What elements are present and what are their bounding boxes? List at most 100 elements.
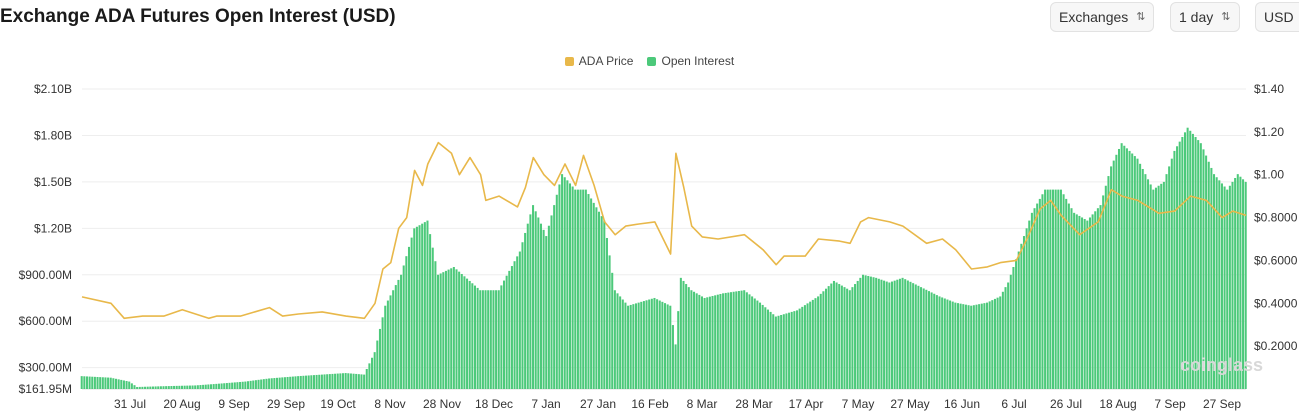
open-interest-bar xyxy=(1181,136,1184,389)
open-interest-bar xyxy=(774,316,777,389)
open-interest-bar xyxy=(949,300,952,389)
legend-label-price: ADA Price xyxy=(578,54,634,68)
open-interest-bar xyxy=(402,265,405,389)
x-axis-tick-label: 8 Mar xyxy=(687,397,718,411)
open-interest-bar xyxy=(719,293,722,389)
open-interest-bar xyxy=(664,303,667,389)
open-interest-bar xyxy=(120,379,123,389)
open-interest-bar xyxy=(996,297,999,389)
open-interest-bar xyxy=(759,302,762,389)
open-interest-bar xyxy=(500,285,503,389)
open-interest-bar xyxy=(426,220,429,389)
open-interest-bar xyxy=(906,280,909,389)
open-interest-bar xyxy=(384,305,387,389)
open-interest-bar xyxy=(695,293,698,389)
legend-label-open-interest: Open Interest xyxy=(661,54,735,68)
right-axis-labels: $0.2000 $0.4000 $0.6000 $0.8000 $1.00 $1.20 $1… xyxy=(1254,82,1298,353)
open-interest-bar xyxy=(505,275,508,389)
open-interest-bar xyxy=(1176,146,1179,389)
open-interest-bar xyxy=(1242,179,1245,389)
open-interest-bar xyxy=(112,378,115,389)
open-interest-bar xyxy=(1086,220,1089,389)
open-interest-bar xyxy=(537,217,540,389)
open-interest-bar xyxy=(590,198,593,389)
currency-select[interactable]: USD xyxy=(1255,2,1299,32)
open-interest-bar xyxy=(1033,208,1036,389)
open-interest-bar xyxy=(315,374,318,389)
open-interest-bar xyxy=(708,296,711,389)
open-interest-bar xyxy=(685,284,688,389)
open-interest-bar xyxy=(223,383,226,389)
open-interest-bar xyxy=(254,380,257,389)
open-interest-bar xyxy=(1125,148,1128,389)
open-interest-bar xyxy=(371,357,374,389)
open-interest-bar xyxy=(1157,185,1160,389)
open-interest-bar xyxy=(753,298,756,389)
open-interest-bar xyxy=(276,377,279,389)
right-axis-tick-label: $0.4000 xyxy=(1254,296,1298,310)
x-axis-tick-label: 26 Jul xyxy=(1050,397,1082,411)
open-interest-bar xyxy=(1107,176,1110,389)
open-interest-bar xyxy=(785,313,788,389)
legend-item-price[interactable]: ADA Price xyxy=(564,54,634,68)
open-interest-bar xyxy=(563,177,566,389)
interval-select-label: 1 day xyxy=(1179,9,1214,25)
open-interest-bar xyxy=(1044,189,1047,389)
open-interest-bar xyxy=(1141,168,1144,389)
open-interest-bar xyxy=(875,277,878,389)
open-interest-bar xyxy=(307,375,310,389)
open-interest-bar xyxy=(780,315,783,389)
open-interest-bar xyxy=(228,382,231,389)
open-interest-bar xyxy=(632,304,635,389)
legend-item-open-interest[interactable]: Open Interest xyxy=(647,54,734,68)
open-interest-bar xyxy=(766,309,769,389)
open-interest-bar xyxy=(727,292,730,389)
open-interest-bar xyxy=(479,290,482,389)
open-interest-bar xyxy=(1207,161,1210,389)
x-axis-tick-label: 27 May xyxy=(890,397,929,411)
open-interest-bar xyxy=(1236,174,1239,389)
open-interest-bar xyxy=(592,202,595,389)
open-interest-bar xyxy=(294,376,297,389)
x-axis-tick-label: 31 Jul xyxy=(114,397,146,411)
open-interest-bar xyxy=(524,232,527,389)
open-interest-bar xyxy=(679,277,682,389)
open-interest-bar xyxy=(827,286,830,389)
left-axis-tick-label: $1.80B xyxy=(34,128,72,142)
open-interest-bar xyxy=(125,381,128,389)
interval-select[interactable]: 1 day ⇅ xyxy=(1170,2,1240,32)
open-interest-bar xyxy=(349,373,352,389)
open-interest-bar xyxy=(1120,143,1123,389)
open-interest-bar xyxy=(299,375,302,389)
open-interest-bar xyxy=(289,376,292,389)
open-interest-bar xyxy=(368,363,371,389)
open-interest-bar xyxy=(1139,163,1142,389)
open-interest-bar xyxy=(938,296,941,389)
open-interest-bar xyxy=(943,298,946,389)
open-interest-bar xyxy=(173,385,176,389)
open-interest-bar xyxy=(993,298,996,389)
open-interest-bar xyxy=(212,384,215,389)
open-interest-bar xyxy=(386,300,389,389)
open-interest-bar xyxy=(986,302,989,389)
exchanges-select[interactable]: Exchanges ⇅ xyxy=(1050,2,1154,32)
open-interest-bar xyxy=(745,292,748,389)
open-interest-bar xyxy=(1017,251,1020,389)
open-interest-bar xyxy=(851,287,854,389)
open-interest-bar xyxy=(1057,189,1060,389)
open-interest-bar xyxy=(381,317,384,389)
open-interest-bar xyxy=(1028,220,1031,389)
open-interest-bar xyxy=(458,271,461,389)
open-interest-bar xyxy=(1133,156,1136,389)
x-axis-tick-label: 28 Mar xyxy=(735,397,772,411)
open-interest-bar xyxy=(682,280,685,389)
x-axis-tick-label: 18 Aug xyxy=(1099,397,1136,411)
right-axis-tick-label: $0.6000 xyxy=(1254,253,1298,267)
open-interest-bar xyxy=(539,223,542,389)
open-interest-bar xyxy=(1128,150,1131,389)
open-interest-bar xyxy=(297,376,300,389)
open-interest-bar xyxy=(653,297,656,389)
open-interest-bar xyxy=(698,294,701,389)
open-interest-bar xyxy=(405,256,408,389)
